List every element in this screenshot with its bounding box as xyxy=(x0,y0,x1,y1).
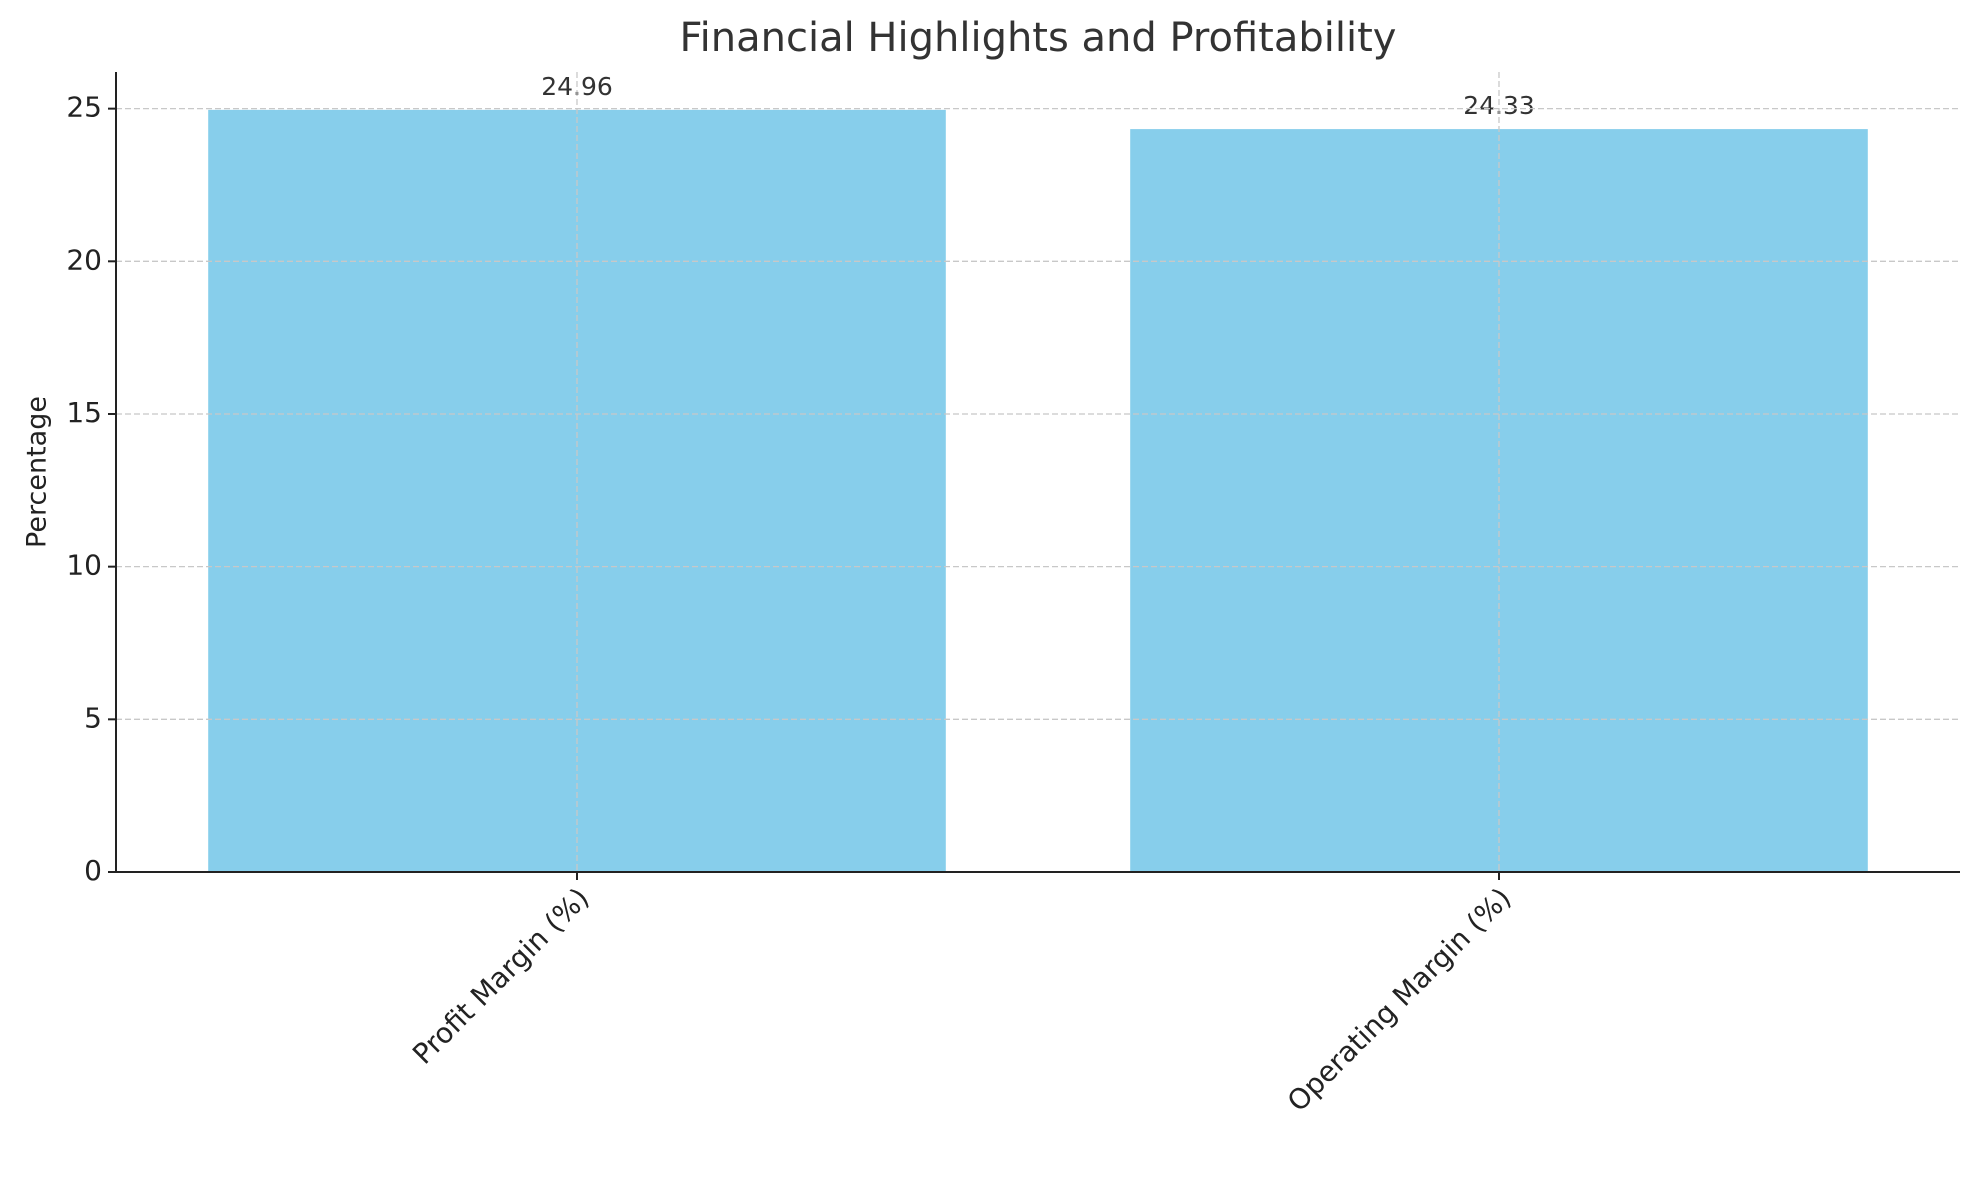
y-tick-label: 20 xyxy=(66,243,102,276)
x-tick-label: Operating Margin (%) xyxy=(1281,881,1518,1118)
y-tick-label: 10 xyxy=(66,549,102,582)
x-tick-label: Profit Margin (%) xyxy=(406,881,595,1070)
y-tick-label: 5 xyxy=(84,701,102,734)
y-tick-label: 25 xyxy=(66,91,102,124)
y-tick-label: 15 xyxy=(66,396,102,429)
chart-title: Financial Highlights and Profitability xyxy=(680,15,1397,61)
y-tick-label: 0 xyxy=(84,854,102,887)
y-axis-label: Percentage xyxy=(22,396,53,548)
